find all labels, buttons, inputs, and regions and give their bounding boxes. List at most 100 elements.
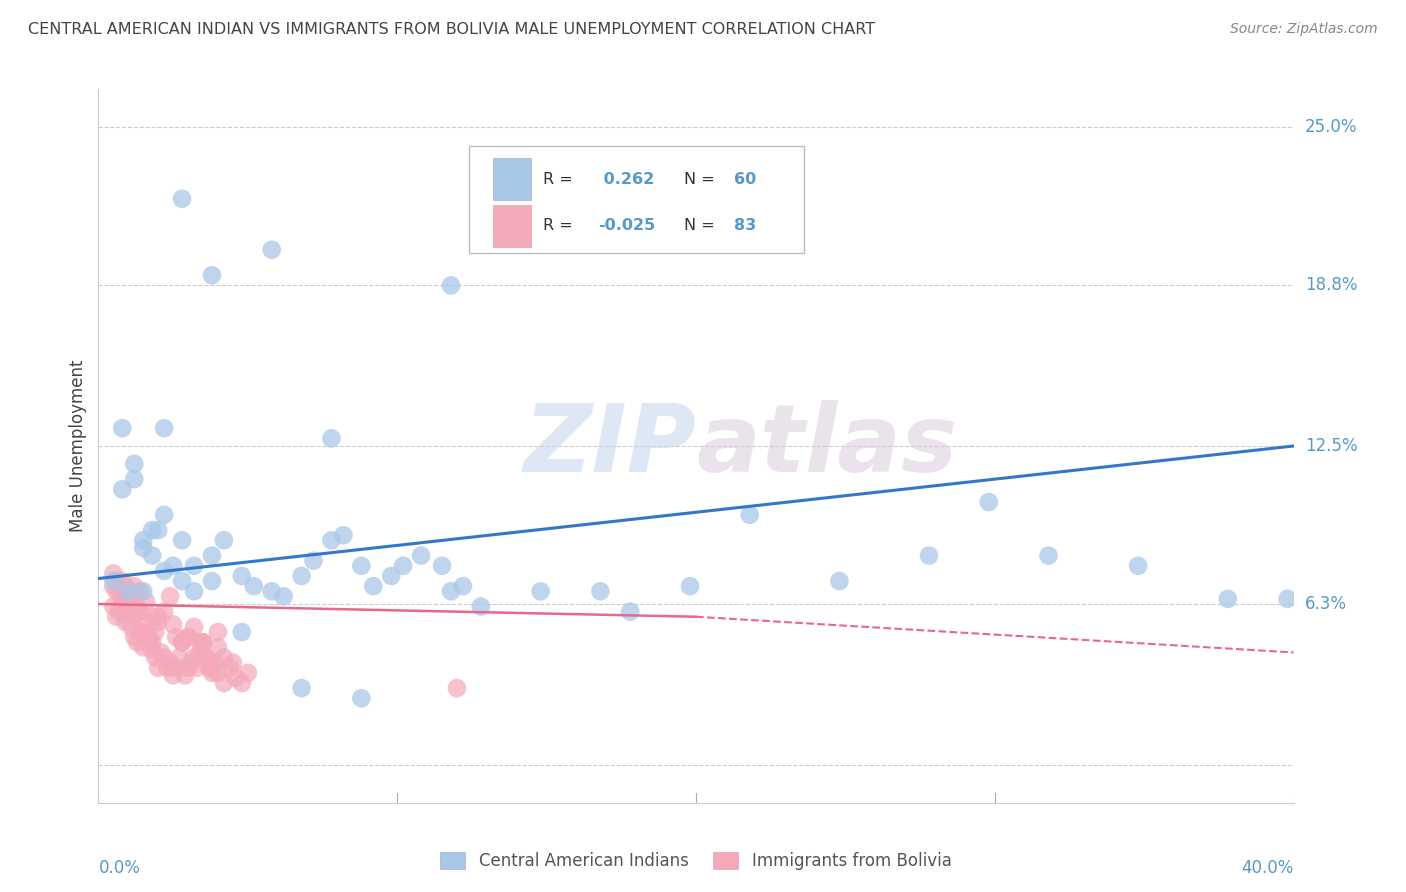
Point: [440, 278, 463, 293]
Text: 12.5%: 12.5%: [1305, 437, 1357, 455]
Point: [132, 625, 155, 640]
Point: [363, 579, 385, 593]
Point: [207, 665, 229, 680]
Point: [165, 630, 187, 644]
Text: R =: R =: [543, 219, 578, 234]
Point: [127, 599, 149, 614]
Point: [188, 645, 211, 659]
Point: [156, 661, 179, 675]
Point: [114, 579, 136, 593]
Point: [290, 681, 312, 695]
Point: [165, 661, 187, 675]
Point: [321, 431, 343, 445]
Point: [212, 533, 235, 548]
Point: [111, 594, 134, 608]
Point: [589, 584, 612, 599]
Point: [236, 665, 259, 680]
Point: [225, 671, 247, 685]
Point: [273, 590, 295, 604]
Point: [108, 584, 131, 599]
Point: [111, 594, 134, 608]
Point: [148, 661, 170, 675]
FancyBboxPatch shape: [494, 205, 531, 247]
Point: [129, 605, 152, 619]
Text: R =: R =: [543, 172, 578, 187]
Point: [470, 599, 492, 614]
Point: [103, 566, 125, 581]
Point: [141, 609, 163, 624]
Point: [290, 569, 312, 583]
Point: [231, 569, 253, 583]
Point: [124, 609, 146, 624]
Point: [219, 661, 242, 675]
Point: [141, 643, 163, 657]
Text: atlas: atlas: [696, 400, 957, 492]
Point: [135, 630, 157, 644]
Point: [172, 635, 194, 649]
Point: [148, 523, 170, 537]
Point: [172, 635, 194, 649]
Point: [231, 625, 253, 640]
Point: [332, 528, 354, 542]
Point: [529, 584, 551, 599]
FancyBboxPatch shape: [494, 159, 531, 201]
Point: [222, 656, 245, 670]
FancyBboxPatch shape: [470, 146, 804, 253]
Point: [977, 495, 1000, 509]
Point: [1277, 591, 1299, 606]
Point: [153, 508, 176, 522]
Point: [148, 609, 170, 624]
Point: [186, 661, 208, 675]
Point: [446, 681, 468, 695]
Point: [143, 625, 166, 640]
Point: [204, 656, 226, 670]
Point: [124, 630, 146, 644]
Text: CENTRAL AMERICAN INDIAN VS IMMIGRANTS FROM BOLIVIA MALE UNEMPLOYMENT CORRELATION: CENTRAL AMERICAN INDIAN VS IMMIGRANTS FR…: [28, 22, 876, 37]
Text: N =: N =: [685, 219, 720, 234]
Point: [177, 661, 200, 675]
Point: [108, 605, 131, 619]
Point: [392, 558, 415, 573]
Point: [117, 590, 139, 604]
Point: [1128, 558, 1150, 573]
Point: [174, 668, 197, 682]
Point: [124, 579, 146, 593]
Point: [1216, 591, 1239, 606]
Point: [153, 564, 176, 578]
Point: [207, 625, 229, 640]
Text: 40.0%: 40.0%: [1241, 859, 1294, 877]
Point: [159, 590, 181, 604]
Text: 83: 83: [734, 219, 756, 234]
Point: [738, 508, 761, 522]
Point: [198, 661, 221, 675]
Point: [201, 268, 224, 283]
Point: [103, 599, 125, 614]
Point: [148, 615, 170, 629]
Text: 0.0%: 0.0%: [98, 859, 141, 877]
Point: [111, 574, 134, 588]
Point: [143, 650, 166, 665]
Point: [153, 650, 176, 665]
Point: [105, 609, 128, 624]
Text: 25.0%: 25.0%: [1305, 119, 1357, 136]
Point: [183, 584, 205, 599]
Point: [120, 620, 142, 634]
Point: [132, 640, 155, 655]
Point: [183, 620, 205, 634]
Point: [260, 243, 283, 257]
Point: [114, 615, 136, 629]
Text: N =: N =: [685, 172, 720, 187]
Point: [111, 483, 134, 497]
Point: [191, 635, 214, 649]
Point: [150, 645, 173, 659]
Point: [188, 635, 211, 649]
Point: [350, 558, 373, 573]
Point: [129, 584, 152, 599]
Point: [129, 625, 152, 640]
Point: [194, 650, 218, 665]
Text: 0.262: 0.262: [598, 172, 654, 187]
Point: [135, 594, 157, 608]
Point: [411, 549, 433, 563]
Point: [141, 523, 163, 537]
Point: [132, 584, 155, 599]
